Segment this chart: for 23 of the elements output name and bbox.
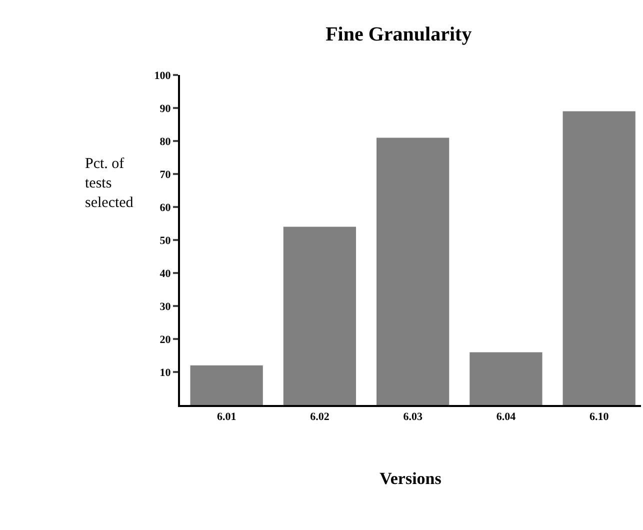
chart-title: Fine Granularity — [326, 24, 472, 46]
x-tick-label: 6.02 — [310, 411, 330, 424]
bar — [562, 111, 636, 405]
bar — [283, 226, 356, 405]
y-tick-label: 60 — [160, 202, 172, 214]
y-tick-label: 50 — [160, 234, 172, 247]
x-tick-label: 6.01 — [216, 411, 236, 424]
y-tick-label: 100 — [154, 70, 172, 82]
y-tick-label: 30 — [160, 300, 172, 313]
y-axis-title: Pct. of tests selected — [85, 156, 134, 211]
y-tick-label: 40 — [160, 268, 172, 280]
y-tick-label: 80 — [160, 136, 172, 148]
x-tick-label: 6.03 — [403, 411, 423, 424]
x-tick-label: 6.10 — [589, 411, 610, 424]
y-tick-label: 10 — [160, 366, 172, 379]
bar — [190, 365, 263, 405]
bar — [470, 352, 542, 405]
y-tick-label: 90 — [160, 102, 172, 115]
x-tick-label: 6.04 — [496, 411, 516, 424]
y-tick-label: 20 — [160, 334, 172, 346]
bar — [376, 138, 450, 405]
y-tick-label: 70 — [160, 168, 172, 181]
x-axis-title: Versions — [380, 469, 442, 488]
